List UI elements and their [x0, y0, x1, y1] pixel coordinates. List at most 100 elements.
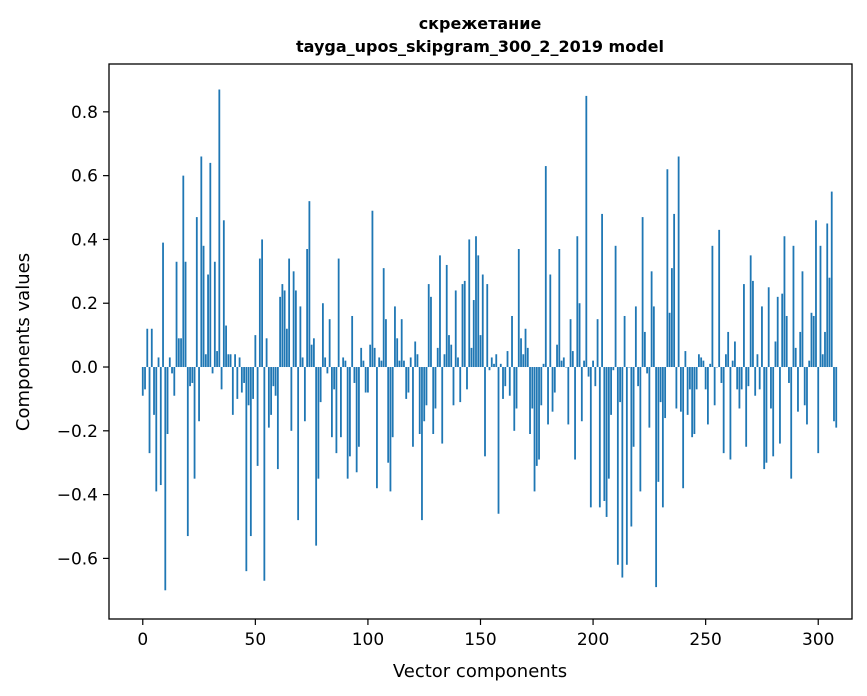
- bar-294: [803, 367, 806, 406]
- bar-11: [166, 367, 169, 434]
- bar-226: [650, 271, 653, 368]
- bar-203: [598, 367, 601, 508]
- bar-303: [824, 331, 826, 368]
- x-tick-label: 250: [689, 630, 721, 650]
- bar-91: [346, 367, 349, 479]
- bar-62: [281, 284, 284, 368]
- bar-103: [373, 347, 376, 368]
- bar-267: [743, 284, 745, 368]
- bar-32: [213, 261, 216, 368]
- bar-238: [677, 156, 680, 368]
- bar-154: [488, 367, 491, 371]
- bar-132: [439, 255, 441, 368]
- bar-252: [709, 363, 712, 368]
- bar-95: [355, 367, 358, 473]
- bar-272: [754, 367, 757, 396]
- bar-279: [770, 367, 772, 409]
- bar-224: [646, 367, 649, 374]
- bar-58: [272, 367, 275, 387]
- bar-20: [186, 367, 189, 537]
- bar-6: [155, 367, 158, 492]
- bar-28: [204, 354, 207, 368]
- bar-69: [297, 367, 300, 521]
- y-tick-label: 0.4: [71, 230, 98, 250]
- bar-256: [718, 229, 721, 368]
- bar-281: [774, 341, 777, 368]
- bar-19: [184, 261, 187, 368]
- bar-50: [254, 335, 257, 368]
- bar-71: [301, 357, 304, 368]
- bar-247: [697, 354, 700, 368]
- bar-236: [673, 213, 676, 368]
- bar-206: [605, 367, 608, 517]
- bar-271: [752, 280, 754, 368]
- bar-79: [319, 367, 322, 403]
- bar-241: [684, 351, 687, 368]
- bar-53: [261, 239, 264, 368]
- bar-31: [211, 367, 214, 374]
- bar-208: [610, 367, 612, 415]
- bar-151: [481, 274, 484, 368]
- bar-66: [290, 367, 293, 431]
- bar-235: [670, 268, 673, 368]
- bar-16: [177, 338, 180, 368]
- bar-246: [695, 367, 698, 390]
- bar-39: [229, 354, 232, 368]
- bar-249: [702, 360, 705, 368]
- bar-243: [688, 367, 691, 390]
- bar-160: [502, 367, 504, 399]
- bar-116: [403, 360, 405, 368]
- bar-295: [806, 367, 808, 425]
- bar-207: [607, 367, 610, 479]
- bar-75: [310, 344, 313, 368]
- bar-45: [243, 367, 245, 383]
- bar-195: [580, 367, 583, 422]
- bar-237: [675, 367, 678, 409]
- bar-244: [691, 367, 694, 438]
- bar-161: [504, 367, 507, 387]
- bar-40: [231, 367, 234, 415]
- bar-168: [520, 338, 522, 368]
- bar-180: [547, 367, 549, 425]
- bar-169: [522, 354, 525, 368]
- bar-304: [826, 223, 829, 368]
- bar-299: [815, 220, 817, 368]
- bar-96: [358, 367, 360, 447]
- bar-253: [711, 245, 714, 368]
- bar-258: [722, 367, 725, 454]
- bar-158: [497, 367, 500, 514]
- bar-265: [738, 367, 741, 409]
- bar-107: [382, 268, 385, 368]
- bar-101: [369, 344, 372, 368]
- bar-219: [634, 306, 637, 368]
- bar-159: [499, 363, 502, 368]
- bar-194: [578, 303, 581, 368]
- bar-14: [173, 367, 176, 396]
- y-tick-label: −0.4: [57, 486, 98, 506]
- bar-257: [720, 367, 723, 383]
- bar-292: [799, 331, 802, 368]
- bar-73: [306, 249, 309, 368]
- bar-65: [288, 258, 291, 368]
- bar-63: [283, 290, 286, 368]
- bar-209: [612, 367, 615, 371]
- bar-98: [362, 360, 365, 368]
- bar-102: [371, 210, 374, 368]
- bar-80: [321, 303, 324, 368]
- bar-83: [328, 319, 331, 368]
- bar-307: [833, 367, 835, 422]
- bar-283: [779, 367, 781, 444]
- bar-296: [808, 360, 811, 368]
- bar-1: [144, 367, 146, 390]
- bar-81: [324, 357, 327, 368]
- bar-54: [263, 367, 266, 581]
- bar-210: [614, 245, 617, 368]
- bar-85: [333, 367, 336, 390]
- bar-277: [765, 367, 768, 463]
- chart-subtitle: tayga_upos_skipgram_300_2_2019 model: [296, 37, 664, 56]
- bar-44: [240, 367, 243, 393]
- bar-201: [594, 367, 597, 387]
- bar-9: [162, 242, 164, 368]
- bar-139: [454, 290, 457, 368]
- bar-266: [740, 367, 743, 390]
